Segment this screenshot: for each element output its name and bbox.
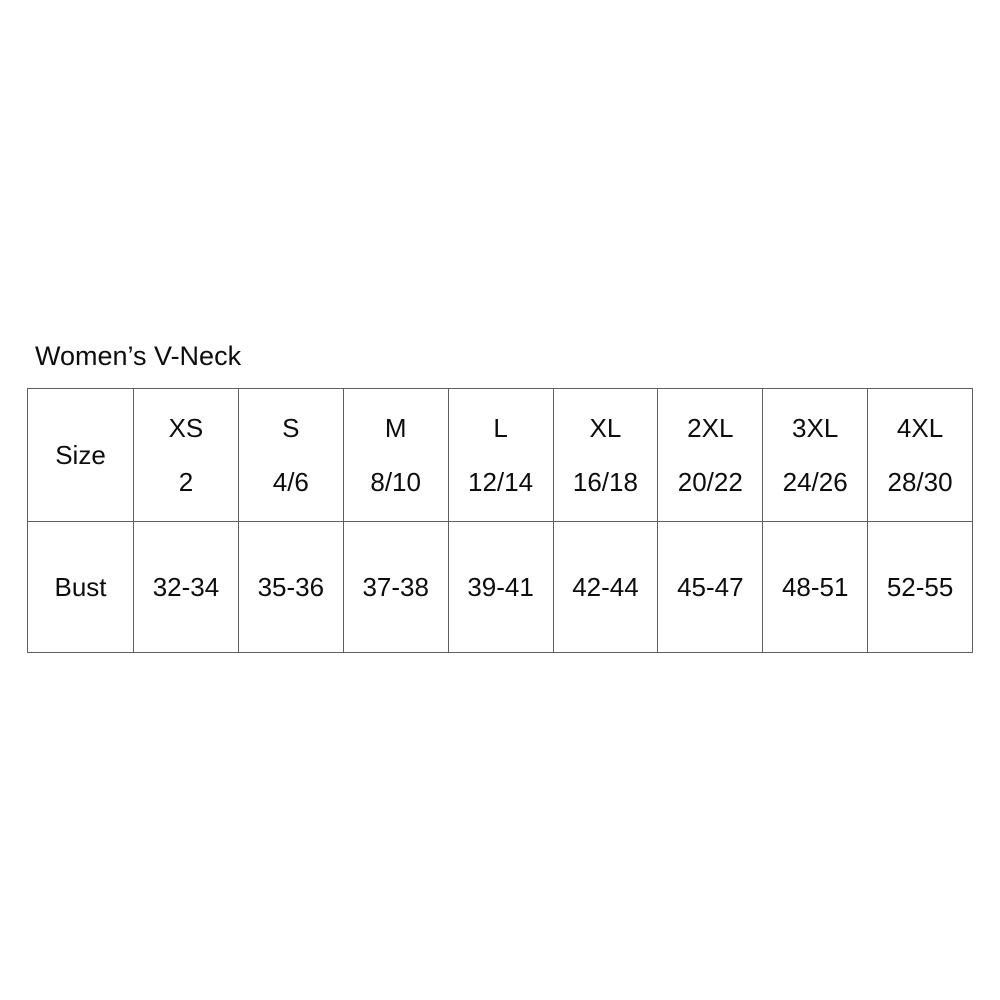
size-chart-table: Size XS 2 S 4/6 M 8/10 bbox=[27, 388, 973, 653]
size-label: L bbox=[493, 413, 508, 443]
size-col-s: S 4/6 bbox=[237, 388, 344, 522]
bust-value-3xl: 48-51 bbox=[762, 521, 869, 653]
size-numeric: 4/6 bbox=[272, 467, 309, 497]
size-numeric: 24/26 bbox=[782, 467, 848, 497]
bust-value-xl: 42-44 bbox=[552, 521, 659, 653]
size-label: XL bbox=[589, 413, 622, 443]
bust-value-4xl: 52-55 bbox=[867, 521, 973, 653]
size-col-l: L 12/14 bbox=[447, 388, 554, 522]
size-label: S bbox=[282, 413, 300, 443]
size-col-3xl: 3XL 24/26 bbox=[762, 388, 869, 522]
size-numeric: 28/30 bbox=[887, 467, 953, 497]
size-label: 3XL bbox=[792, 413, 839, 443]
bust-value-xs: 32-34 bbox=[133, 521, 239, 653]
bust-value-m: 37-38 bbox=[342, 521, 449, 653]
chart-title: Women’s V-Neck bbox=[35, 341, 242, 371]
bust-value-l: 39-41 bbox=[447, 521, 554, 653]
size-header-row: Size XS 2 S 4/6 M 8/10 bbox=[27, 388, 973, 522]
size-label: 4XL bbox=[896, 413, 944, 443]
size-numeric: 2 bbox=[178, 467, 194, 497]
size-numeric: 12/14 bbox=[468, 467, 534, 497]
size-label: 2XL bbox=[687, 413, 734, 443]
bust-value-2xl: 45-47 bbox=[657, 521, 764, 653]
bust-measurement-row: Bust 32-34 35-36 37-38 39-41 42-44 45-47… bbox=[27, 521, 973, 653]
size-numeric: 20/22 bbox=[677, 467, 743, 497]
corner-header-cell: Size bbox=[27, 388, 134, 522]
size-col-xs: XS 2 bbox=[133, 388, 239, 522]
size-col-m: M 8/10 bbox=[342, 388, 449, 522]
bust-value-s: 35-36 bbox=[237, 521, 344, 653]
size-label: M bbox=[384, 413, 407, 443]
size-col-2xl: 2XL 20/22 bbox=[657, 388, 764, 522]
bust-row-header-cell: Bust bbox=[27, 521, 134, 653]
size-numeric: 16/18 bbox=[572, 467, 638, 497]
size-label: XS bbox=[168, 413, 204, 443]
size-col-4xl: 4XL 28/30 bbox=[867, 388, 973, 522]
size-col-xl: XL 16/18 bbox=[552, 388, 659, 522]
size-numeric: 8/10 bbox=[370, 467, 421, 497]
